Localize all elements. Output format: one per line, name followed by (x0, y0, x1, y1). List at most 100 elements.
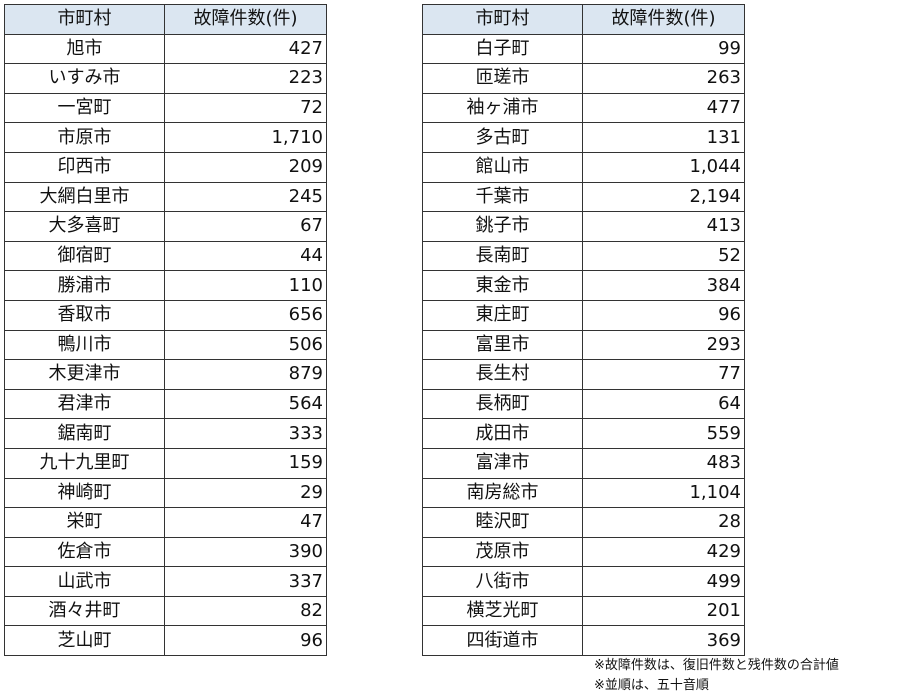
municipality-name: 佐倉市 (4, 536, 165, 568)
table-row: 佐倉市 390 (4, 536, 327, 568)
failure-count: 263 (582, 63, 745, 94)
failure-count: 67 (164, 211, 327, 242)
failure-count: 429 (582, 536, 745, 568)
failure-count: 209 (164, 151, 327, 183)
failure-count: 656 (164, 299, 327, 331)
failure-count: 1,044 (582, 151, 745, 183)
failure-count: 110 (164, 270, 327, 301)
table-row: 君津市 564 (4, 388, 327, 420)
municipality-name: 香取市 (4, 299, 165, 331)
failure-count: 427 (164, 33, 327, 65)
failure-count: 506 (164, 329, 327, 361)
table-row: 大網白里市 245 (4, 181, 327, 213)
municipality-name: 富里市 (422, 329, 583, 361)
table-row: 長柄町 64 (422, 388, 745, 420)
municipality-name: 山武市 (4, 566, 165, 597)
municipality-name: 横芝光町 (422, 595, 583, 627)
municipality-name: 大網白里市 (4, 181, 165, 213)
municipality-name: 栄町 (4, 507, 165, 538)
municipality-name: 大多喜町 (4, 211, 165, 242)
table-row: 富里市 293 (422, 329, 745, 361)
failure-count: 28 (582, 507, 745, 538)
table-row: 南房総市 1,104 (422, 477, 745, 509)
table-row: 八街市 499 (422, 566, 745, 597)
municipality-name: 袖ヶ浦市 (422, 92, 583, 124)
failure-count: 99 (582, 33, 745, 65)
table-row: 印西市 209 (4, 151, 327, 183)
failure-count: 293 (582, 329, 745, 361)
municipality-name: 四街道市 (422, 625, 583, 657)
table-row: 睦沢町 28 (422, 507, 745, 538)
failure-count: 64 (582, 388, 745, 420)
failure-count: 2,194 (582, 181, 745, 213)
table-row: 多古町 131 (422, 122, 745, 153)
municipality-name: 睦沢町 (422, 507, 583, 538)
failure-count: 337 (164, 566, 327, 597)
municipality-name: 長生村 (422, 359, 583, 390)
municipality-name: 茂原市 (422, 536, 583, 568)
table-header-row: 市町村 故障件数(件) (422, 4, 745, 35)
table-row: 千葉市 2,194 (422, 181, 745, 213)
table-row: 館山市 1,044 (422, 151, 745, 183)
failure-count: 564 (164, 388, 327, 420)
table-row: 四街道市 369 (422, 625, 745, 657)
failure-count: 1,104 (582, 477, 745, 509)
table-row: 一宮町 72 (4, 92, 327, 124)
failure-count: 333 (164, 418, 327, 449)
table-row: 長南町 52 (422, 240, 745, 272)
failure-count: 559 (582, 418, 745, 449)
failure-count: 499 (582, 566, 745, 597)
municipality-name: 酒々井町 (4, 595, 165, 627)
municipality-name: いすみ市 (4, 63, 165, 94)
table-row: 御宿町 44 (4, 240, 327, 272)
table-row: 木更津市 879 (4, 359, 327, 390)
municipality-name: 富津市 (422, 447, 583, 479)
failure-table-right: 市町村 故障件数(件) 白子町 99 匝瑳市 263 袖ヶ浦市 477 多古町 131 館山市 1… (422, 4, 745, 657)
municipality-name: 勝浦市 (4, 270, 165, 301)
failure-count: 879 (164, 359, 327, 390)
municipality-name: 君津市 (4, 388, 165, 420)
count-header: 故障件数(件) (582, 4, 745, 35)
municipality-name: 八街市 (422, 566, 583, 597)
municipality-name: 成田市 (422, 418, 583, 449)
failure-count: 72 (164, 92, 327, 124)
failure-count: 477 (582, 92, 745, 124)
table-row: 香取市 656 (4, 299, 327, 331)
table-row: 横芝光町 201 (422, 595, 745, 627)
municipality-name: 館山市 (422, 151, 583, 183)
municipality-name: 一宮町 (4, 92, 165, 124)
failure-count: 159 (164, 447, 327, 479)
table-row: いすみ市 223 (4, 63, 327, 94)
failure-count: 44 (164, 240, 327, 272)
table-row: 白子町 99 (422, 33, 745, 65)
table-row: 銚子市 413 (422, 211, 745, 242)
failure-count: 483 (582, 447, 745, 479)
failure-count: 413 (582, 211, 745, 242)
table-row: 鴨川市 506 (4, 329, 327, 361)
municipality-name: 東金市 (422, 270, 583, 301)
municipality-name: 多古町 (422, 122, 583, 153)
footnote-total-definition: ※故障件数は、復旧件数と残件数の合計値 (594, 658, 839, 673)
table-row: 旭市 427 (4, 33, 327, 65)
failure-count: 384 (582, 270, 745, 301)
failure-count: 1,710 (164, 122, 327, 153)
failure-count: 390 (164, 536, 327, 568)
municipality-name: 芝山町 (4, 625, 165, 657)
table-row: 東金市 384 (422, 270, 745, 301)
failure-count: 369 (582, 625, 745, 657)
table-row: 富津市 483 (422, 447, 745, 479)
failure-count: 96 (164, 625, 327, 657)
failure-count: 131 (582, 122, 745, 153)
table-row: 匝瑳市 263 (422, 63, 745, 94)
table-row: 袖ヶ浦市 477 (422, 92, 745, 124)
municipality-name: 南房総市 (422, 477, 583, 509)
municipality-name: 旭市 (4, 33, 165, 65)
municipality-header: 市町村 (422, 4, 583, 35)
municipality-name: 銚子市 (422, 211, 583, 242)
table-row: 成田市 559 (422, 418, 745, 449)
table-row: 茂原市 429 (422, 536, 745, 568)
table-row: 市原市 1,710 (4, 122, 327, 153)
table-header-row: 市町村 故障件数(件) (4, 4, 327, 35)
count-header: 故障件数(件) (164, 4, 327, 35)
municipality-header: 市町村 (4, 4, 165, 35)
